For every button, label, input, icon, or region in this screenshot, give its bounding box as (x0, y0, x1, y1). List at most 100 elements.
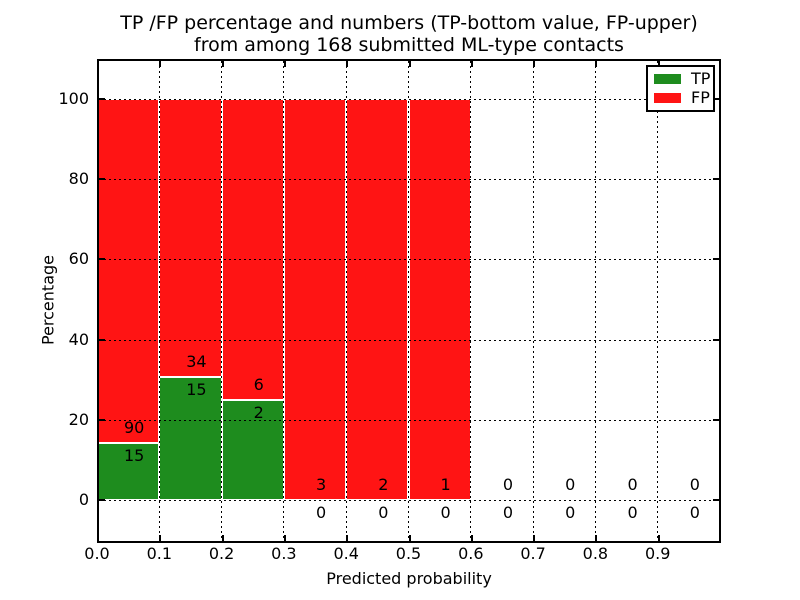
tp-count-label: 0 (627, 503, 638, 522)
grid-line-vertical (408, 61, 409, 541)
x-tick-mark (283, 535, 286, 541)
x-tick-mark (221, 535, 224, 541)
y-tick-mark (99, 258, 105, 261)
grid-line-horizontal (99, 500, 719, 501)
fp-count-label: 3 (315, 475, 327, 494)
fp-count-label: 1 (440, 475, 451, 494)
y-tick-mark (713, 178, 719, 181)
x-tick-mark (346, 61, 349, 67)
grid-line-horizontal (99, 99, 719, 100)
grid-line-horizontal (99, 179, 719, 181)
fp-bar (159, 99, 222, 378)
x-tick-label: 0.3 (271, 544, 297, 563)
fp-count-label: 0 (689, 475, 700, 494)
chart-title-line1: TP /FP percentage and numbers (TP-bottom… (120, 12, 698, 34)
x-tick-mark (657, 61, 660, 67)
tp-count-label: 2 (253, 402, 264, 422)
legend-swatch-fp (654, 92, 681, 103)
fp-bar (221, 99, 284, 400)
y-tick-mark (713, 499, 719, 501)
x-tick-mark (470, 61, 473, 67)
x-tick-mark (159, 61, 162, 67)
x-tick-label: 0.7 (520, 544, 546, 563)
fp-count-label: 90 (123, 417, 145, 437)
x-tick-mark (470, 535, 473, 541)
x-tick-mark (97, 535, 99, 541)
tp-count-label: 0 (378, 503, 389, 522)
y-tick-mark (713, 418, 719, 421)
y-tick-label: 60 (68, 249, 89, 269)
plot-area: TP FP 0.0 0.1 0.2 0.3 0.4 0.5 0.6 0.7 0.8 0.9 0 20 4… (58, 59, 721, 563)
tp-bar (221, 399, 284, 500)
fp-count-label: 6 (253, 374, 264, 394)
legend-label-tp: TP (691, 69, 711, 89)
x-tick-label: 0.0 (84, 544, 110, 563)
y-tick-mark (99, 499, 105, 501)
tp-count-label: 0 (502, 503, 514, 522)
tp-count-label: 15 (186, 380, 207, 400)
tp-count-label: 0 (565, 503, 576, 522)
x-tick-mark (408, 535, 411, 541)
x-tick-mark (533, 535, 536, 541)
x-tick-label: 0.1 (146, 544, 173, 563)
y-tick-mark (713, 258, 719, 261)
grid-line-vertical (345, 61, 347, 541)
legend-item-tp: TP (654, 69, 711, 89)
x-tick-mark (283, 61, 286, 67)
x-tick-mark (533, 61, 536, 67)
grid-line-vertical (657, 61, 659, 541)
y-tick-label: 80 (68, 169, 89, 189)
grid-line-vertical (532, 61, 534, 541)
y-tick-label: 20 (68, 409, 89, 429)
x-tick-mark (221, 61, 224, 67)
x-tick-label: 0.8 (582, 544, 609, 563)
x-tick-mark (595, 535, 598, 541)
x-tick-mark (346, 535, 349, 541)
fp-bar (97, 99, 160, 443)
grid-line-vertical (283, 61, 285, 541)
grid-line-vertical (594, 61, 596, 541)
fp-bar (283, 99, 347, 500)
grid-line-horizontal (99, 339, 719, 341)
tp-count-label: 0 (315, 503, 327, 522)
x-tick-label: 0.2 (208, 544, 235, 563)
legend-item-fp: FP (654, 87, 710, 107)
x-axis-label: Predicted probability (326, 569, 492, 588)
y-tick-mark (99, 98, 105, 100)
x-tick-mark (97, 61, 99, 67)
tp-count-label: 15 (123, 445, 145, 465)
x-tick-label: 0.9 (644, 544, 671, 563)
legend: TP FP (646, 65, 715, 112)
grid-line-vertical (221, 61, 223, 541)
x-tick-mark (408, 61, 411, 67)
chart-title-line2: from among 168 submitted ML-type contact… (194, 34, 624, 56)
chart-title: TP /FP percentage and numbers (TP-bottom… (97, 12, 721, 56)
y-tick-mark (713, 98, 719, 100)
y-tick-mark (99, 418, 105, 421)
x-tick-label: 0.6 (458, 544, 484, 563)
x-tick-label: 0.4 (333, 544, 359, 563)
x-tick-label: 0.5 (395, 544, 422, 563)
x-tick-mark (159, 535, 162, 541)
y-tick-label: 0 (78, 490, 89, 509)
grid-line-vertical (158, 61, 160, 541)
fp-count-label: 34 (186, 352, 207, 372)
y-tick-label: 40 (68, 329, 89, 349)
x-tick-mark (595, 61, 598, 67)
legend-label-fp: FP (691, 87, 710, 107)
fp-count-label: 2 (378, 475, 389, 494)
y-tick-mark (99, 178, 105, 181)
fp-count-label: 0 (502, 475, 514, 494)
y-tick-label: 100 (58, 89, 89, 108)
tp-bar (159, 377, 222, 500)
legend-swatch-tp (654, 74, 681, 85)
fp-bar (346, 99, 409, 500)
fp-bar (408, 99, 471, 500)
grid-line-horizontal (99, 419, 719, 421)
grid-line-horizontal (99, 259, 719, 261)
tp-count-label: 0 (689, 503, 700, 522)
tp-count-label: 0 (440, 503, 451, 522)
grid-line-vertical (470, 61, 472, 541)
fp-count-label: 0 (627, 475, 638, 494)
